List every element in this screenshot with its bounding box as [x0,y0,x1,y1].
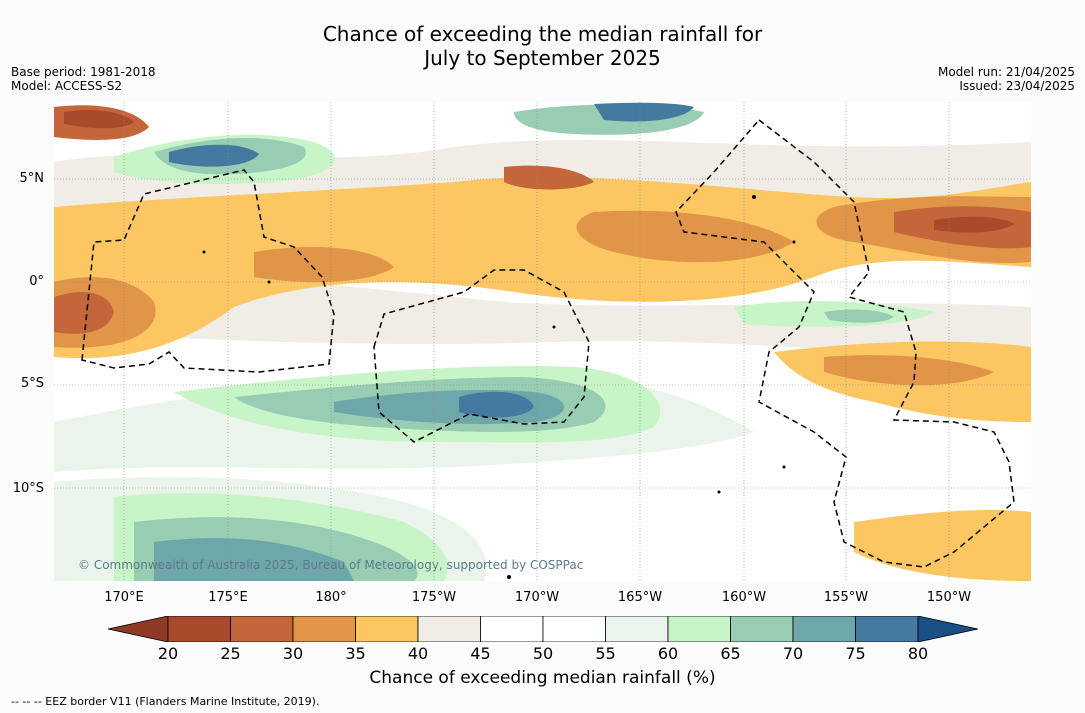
colorbar-segment [167,616,231,642]
island-marker [782,465,786,469]
dry-30-se [824,355,994,386]
colorbar-segment [417,616,481,642]
colorbar-tick-label: 55 [595,644,616,663]
colorbar-segment [480,616,544,642]
island-marker [752,195,756,199]
wet-80-north-central [594,102,694,122]
colorbar-segment [792,616,856,642]
colorbar-tick-label: 25 [220,644,241,663]
wet-75-southwest [154,538,354,581]
eez-kiribati-gilberts [81,169,335,373]
lon-label-165w: 165°W [617,590,663,605]
lon-label-150w: 150°W [926,590,972,605]
issued-date: Issued: 23/04/2025 [959,79,1075,93]
colorbar-segments [167,616,919,642]
dry-belt [54,177,1031,359]
wet-80-south [459,391,534,418]
colorbar-tick-label: 35 [345,644,366,663]
rainfall-map [54,102,1031,581]
colorbar-segment [292,616,356,642]
dry-30-central [576,210,794,263]
eez-borders [81,118,1015,568]
model-run: Model run: 21/04/2025 [937,65,1075,79]
island-marker [717,490,721,494]
colorbar-over-arrow [917,616,978,642]
colorbar-tick-label: 65 [720,644,741,663]
colorbar-tick-label: 80 [907,644,929,663]
colorbar-segment [355,616,419,642]
run-info: Model run: 21/04/2025 Issued: 23/04/2025 [938,65,1075,93]
colorbar-label: Chance of exceeding median rainfall (%) [369,668,716,688]
colorbar-tick-label: 60 [657,644,679,663]
wet-70-central-east [824,309,894,323]
lon-label-160w: 160°W [721,590,767,605]
colorbar [108,616,978,642]
colorbar-segment [230,616,294,642]
lon-label-180: 180° [315,590,347,605]
colorbar-segment [605,616,669,642]
lon-label-175e: 175°E [208,590,248,605]
colorbar-segment [667,616,731,642]
lat-label-5n: 5°N [19,171,45,186]
eez-phoenix [373,269,590,443]
lat-label-10s: 10°S [12,481,44,496]
lon-label-155w: 155°W [823,590,869,605]
rainfall-shading [54,102,1031,581]
neutral-band-central [54,252,1031,362]
colorbar-segment [542,616,606,642]
eez-legend-note: -- -- -- EEZ border V11 (Flanders Marine… [11,695,320,708]
lat-label-5s: 5°S [20,376,44,391]
dry-25-central [504,165,594,190]
lon-label-170w: 170°W [514,590,560,605]
lon-label-170e: 170°E [104,590,144,605]
island-marker [792,240,796,244]
colorbar-segment [730,616,794,642]
colorbar-tick-label: 70 [782,644,804,663]
colorbar-under-arrow [108,616,169,642]
copyright-notice: © Commonwealth of Australia 2025, Bureau… [78,558,584,572]
lat-label-0: 0° [29,274,44,289]
lon-label-175w: 175°W [411,590,457,605]
eez-line-islands [675,118,1015,568]
island-marker [552,325,556,329]
island-marker [507,575,511,579]
graticule [54,102,1031,581]
colorbar-tick-label: 40 [407,644,429,663]
dry-30-west [254,247,394,283]
colorbar-tick-label: 20 [157,644,179,663]
colorbar-tick-label: 50 [532,644,554,663]
model-name: Model: ACCESS-S2 [11,79,123,93]
colorbar-segment [855,616,919,642]
wet-80-north-west [169,144,259,167]
islands [202,195,796,579]
colorbar-tick-label: 45 [470,644,491,663]
map-title-line-2: July to September 2025 [424,46,661,70]
colorbar-tick-label: 75 [845,644,866,663]
map-title-line-1: Chance of exceeding the median rainfall … [322,22,763,46]
dry-25-west [54,292,114,334]
base-period: Base period: 1981-2018 [11,65,156,79]
island-marker [202,250,206,254]
island-marker [267,280,271,284]
base-info: Base period: 1981-2018 Model: ACCESS-S2 [11,65,156,93]
colorbar-tick-label: 30 [282,644,304,663]
dry-20-north-west [64,110,134,129]
dry-20-east [934,216,1014,233]
